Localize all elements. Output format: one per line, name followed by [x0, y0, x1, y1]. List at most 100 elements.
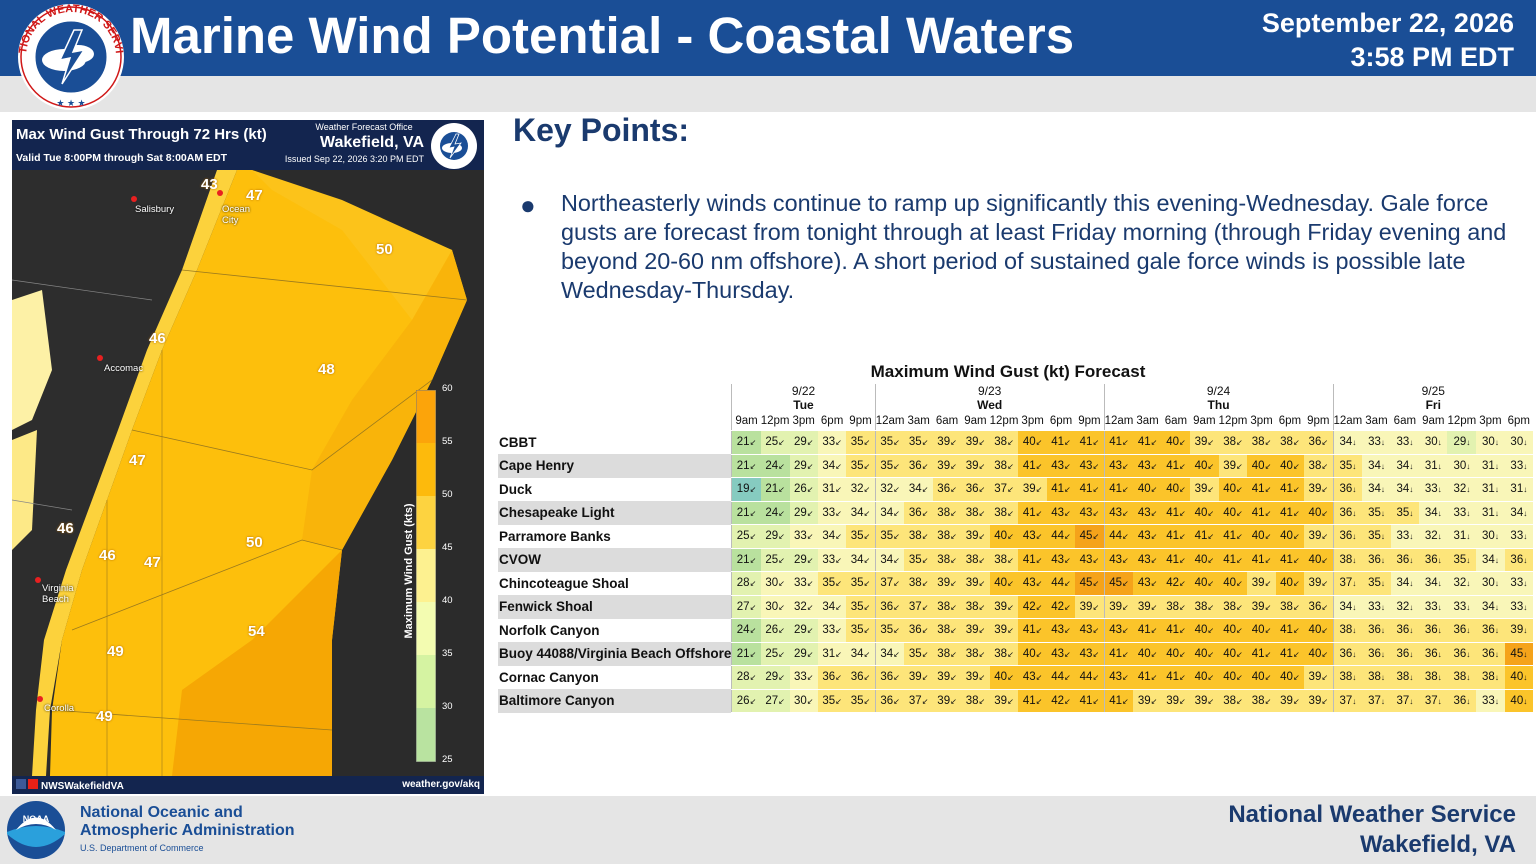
gust-cell: 43↙	[1133, 524, 1162, 549]
gust-cell: 38↙	[989, 501, 1019, 525]
max-gust-map: Max Wind Gust Through 72 Hrs (kt) Valid …	[12, 120, 484, 794]
gust-value: 38	[908, 530, 922, 543]
gust-cell: 35↙	[846, 595, 876, 619]
wind-direction-icon: ↙	[950, 602, 957, 612]
gust-cell: 33↓	[1504, 524, 1534, 549]
wind-direction-icon: ↙	[1035, 461, 1043, 471]
gust-cell: 40↙	[1161, 430, 1191, 455]
wind-direction-icon: ↙	[1235, 602, 1243, 612]
gust-value: 41	[1166, 553, 1179, 566]
wind-direction-icon: ↓	[1437, 602, 1442, 612]
gust-cell: 37↙	[874, 571, 905, 596]
gust-cell: 29↙	[789, 642, 818, 666]
wind-direction-icon: ↙	[893, 602, 900, 612]
gust-cell: 39↙	[1161, 689, 1191, 713]
gust-cell: 35↓	[1362, 571, 1391, 596]
zone-value: 47	[144, 554, 161, 571]
wind-direction-icon: ↙	[806, 626, 814, 636]
wind-direction-icon: ↙	[835, 696, 842, 706]
wind-direction-icon: ↙	[1035, 532, 1043, 542]
map-valid-time: Valid Tue 8:00PM through Sat 8:00AM EDT	[16, 152, 228, 164]
wind-direction-icon: ↙	[950, 508, 957, 518]
gust-value: 43	[1079, 647, 1093, 660]
wind-direction-icon: ↙	[1035, 626, 1043, 636]
zone-value: 43	[201, 176, 218, 193]
site-row: Fenwick Shoal 27↙ 30↙ 32↙ 34↙ 35↙ 36↙ 37↙ 38↙ 38↙…	[498, 595, 1534, 619]
wind-direction-icon: ↓	[1466, 461, 1471, 471]
site-name: Parramore Banks	[498, 524, 732, 548]
gust-cell: 36↙	[932, 477, 962, 502]
gust-value: 30	[1482, 530, 1495, 543]
gust-cell: 36↓	[1447, 689, 1477, 713]
wind-direction-icon: ↓	[1494, 602, 1499, 612]
gust-value: 45	[1079, 530, 1093, 543]
wind-direction-icon: ↙	[1064, 555, 1071, 565]
header-time: 3:58 PM EDT	[1350, 42, 1514, 72]
wind-direction-icon: ↙	[778, 555, 785, 565]
gust-value: 38	[965, 506, 979, 519]
wind-direction-icon: ↙	[893, 532, 900, 542]
gust-cell: 31↓	[1476, 454, 1505, 478]
gust-cell: 36↙	[961, 477, 990, 502]
gust-value: 43	[1051, 647, 1065, 660]
gust-value: 25	[736, 530, 750, 543]
wind-direction-icon: ↓	[1352, 579, 1357, 589]
site-row: Chesapeake Light 21↙ 24↙ 29↙ 33↙ 34↙ 34↙ 36↙ 38↙…	[498, 501, 1534, 525]
wind-direction-icon: ↙	[806, 438, 814, 448]
wind-direction-icon: ↙	[778, 532, 785, 542]
wind-direction-icon: ↙	[1007, 649, 1014, 659]
gust-value: 43	[1079, 459, 1093, 472]
gust-value: 34	[1424, 506, 1438, 519]
gust-value: 30	[1482, 577, 1495, 590]
gust-value: 33	[822, 624, 836, 637]
gust-value: 32	[1424, 530, 1438, 543]
wind-direction-icon: ↓	[1352, 602, 1357, 612]
gust-cell: 41↙	[1133, 665, 1162, 690]
gust-cell: 41↙	[1103, 689, 1134, 713]
wind-direction-icon: ↓	[1523, 579, 1528, 589]
gust-value: 35	[880, 459, 894, 472]
wind-direction-icon: ↙	[978, 438, 986, 448]
gust-value: 41	[1166, 624, 1179, 637]
wind-direction-icon: ↓	[1494, 461, 1499, 471]
gust-value: 41	[1051, 436, 1065, 449]
gust-cell: 39↙	[1304, 571, 1333, 596]
wind-direction-icon: ↙	[1292, 626, 1300, 636]
wind-direction-icon: ↙	[1321, 579, 1329, 589]
wind-direction-icon: ↓	[1466, 673, 1471, 683]
zone-value: 47	[246, 187, 263, 204]
gust-value: 39	[965, 436, 979, 449]
gust-cell: 40↙	[1247, 665, 1276, 690]
gust-value: 36	[1482, 624, 1495, 637]
wind-direction-icon: ↙	[863, 438, 871, 448]
gust-value: 21	[736, 647, 750, 660]
bullet-marker: ●	[520, 190, 536, 220]
gust-value: 41	[1166, 671, 1179, 684]
gust-value: 38	[1251, 694, 1265, 707]
gust-value: 21	[765, 483, 779, 496]
wind-direction-icon: ↙	[863, 485, 871, 495]
gust-value: 35	[880, 530, 894, 543]
gust-cell: 38↓	[1419, 665, 1448, 690]
gust-cell: 40↓	[1504, 689, 1534, 713]
gust-value: 40	[1223, 483, 1236, 496]
wind-direction-icon: ↙	[1122, 696, 1129, 706]
wind-direction-icon: ↙	[893, 555, 900, 565]
gust-cell: 40↙	[1018, 430, 1047, 455]
gust-cell: 41↙	[1018, 548, 1047, 572]
wind-direction-icon: ↙	[863, 508, 871, 518]
gust-cell: 35↙	[874, 430, 905, 455]
wind-direction-icon: ↙	[1321, 649, 1329, 659]
wind-direction-icon: ↓	[1494, 438, 1499, 448]
gust-value: 38	[994, 459, 1008, 472]
wind-direction-icon: ↙	[1179, 438, 1186, 448]
gust-value: 45	[1109, 577, 1123, 590]
gust-value: 39	[994, 600, 1008, 613]
gust-cell: 36↙	[1304, 430, 1333, 455]
wind-direction-icon: ↙	[978, 602, 986, 612]
wind-direction-icon: ↙	[1064, 508, 1071, 518]
gust-value: 43	[1137, 553, 1151, 566]
nws-logo-icon: NATIONAL WEATHER SERVICE ★ ★ ★	[12, 2, 125, 110]
gust-value: 19	[736, 483, 750, 496]
gust-cell: 38↓	[1332, 548, 1363, 572]
